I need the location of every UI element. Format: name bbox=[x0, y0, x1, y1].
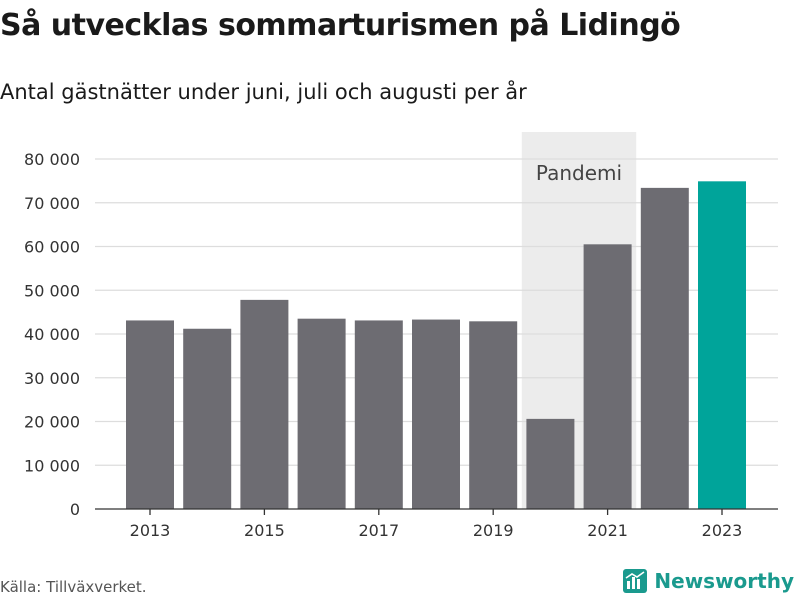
x-tick-label: 2017 bbox=[358, 521, 399, 540]
brand-label: Newsworthy bbox=[654, 569, 794, 593]
bar-2018 bbox=[412, 319, 460, 509]
y-tick-label: 50 000 bbox=[24, 281, 80, 300]
chart-title: Så utvecklas sommarturismen på Lidingö bbox=[0, 8, 681, 43]
x-tick-label: 2013 bbox=[130, 521, 171, 540]
bar-2023 bbox=[698, 181, 746, 509]
y-tick-label: 0 bbox=[70, 500, 80, 519]
x-tick-label: 2015 bbox=[244, 521, 285, 540]
bar-2022 bbox=[640, 187, 689, 509]
bar-2020 bbox=[526, 418, 575, 509]
source-note: Källa: Tillväxverket. bbox=[0, 578, 147, 596]
y-tick-label: 20 000 bbox=[24, 413, 80, 432]
bar-chart: Pandemi 0 10 000 20 000 30 000 40 000 50 000 6… bbox=[24, 132, 778, 540]
bar-2014 bbox=[183, 328, 232, 509]
y-tick-label: 30 000 bbox=[24, 369, 80, 388]
x-tick-label: 2023 bbox=[702, 521, 743, 540]
y-tick-label: 10 000 bbox=[24, 456, 80, 475]
bar-2017 bbox=[354, 320, 403, 509]
bar-2019 bbox=[469, 321, 518, 509]
bars bbox=[126, 181, 746, 509]
bar-2015 bbox=[240, 299, 289, 509]
pandemic-label: Pandemi bbox=[536, 161, 622, 185]
brand-logo: Newsworthy bbox=[622, 568, 794, 594]
bar-2016 bbox=[297, 318, 346, 509]
y-tick-label: 40 000 bbox=[24, 325, 80, 344]
x-tick-label: 2019 bbox=[473, 521, 514, 540]
bar-2013 bbox=[126, 320, 174, 509]
chart-subtitle: Antal gästnätter under juni, juli och au… bbox=[0, 80, 527, 104]
axes: 0 10 000 20 000 30 000 40 000 50 000 60 000 70 … bbox=[24, 150, 778, 540]
y-tick-label: 80 000 bbox=[24, 150, 80, 169]
x-tick-label: 2021 bbox=[587, 521, 628, 540]
y-tick-label: 60 000 bbox=[24, 238, 80, 257]
newsworthy-icon bbox=[623, 569, 648, 593]
bar-2021 bbox=[583, 244, 632, 509]
y-tick-label: 70 000 bbox=[24, 194, 80, 213]
